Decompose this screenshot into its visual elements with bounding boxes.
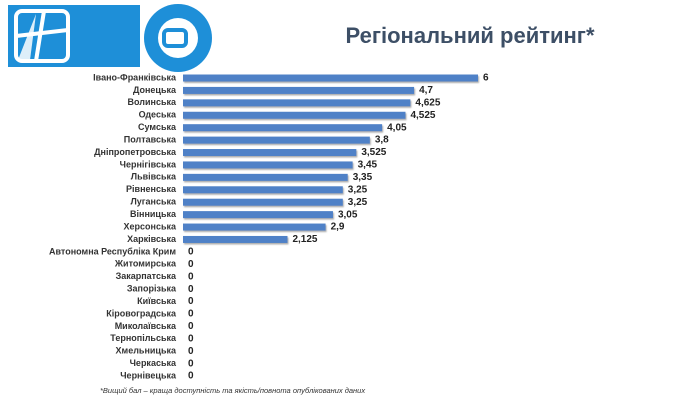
category-label: Луганська: [130, 197, 177, 207]
bar: [183, 99, 411, 107]
value-label: 3,25: [348, 184, 368, 195]
category-label: Херсонська: [124, 221, 177, 231]
bar: [183, 149, 357, 157]
category-label: Запорізька: [127, 284, 177, 294]
value-label: 0: [188, 284, 194, 295]
value-label: 3,25: [348, 197, 368, 208]
category-label: Черкаська: [130, 358, 177, 368]
value-label: 3,8: [375, 135, 389, 146]
value-label: 0: [188, 358, 194, 369]
category-label: Кіровоградська: [106, 308, 177, 318]
bar: [183, 136, 370, 144]
value-label: 0: [188, 309, 194, 320]
category-label: Рівненська: [126, 184, 177, 194]
value-label: 3,45: [358, 160, 378, 171]
bar: [183, 198, 343, 206]
value-label: 2,9: [331, 222, 345, 233]
category-label: Харківська: [127, 234, 177, 244]
category-label: Київська: [137, 296, 177, 306]
category-label: Тернопільська: [110, 333, 177, 343]
bar: [183, 186, 343, 194]
category-label: Львівська: [131, 172, 177, 182]
value-label: 3,525: [361, 147, 386, 158]
footnote: *Вищий бал – краща доступність та якість…: [100, 386, 365, 395]
value-label: 0: [188, 321, 194, 332]
category-label: Закарпатська: [116, 271, 177, 281]
value-label: 4,525: [410, 110, 435, 121]
category-label: Полтавська: [124, 134, 177, 144]
category-label: Автономна Республіка Крим: [49, 246, 176, 256]
category-label: Хмельницька: [116, 346, 177, 356]
logo: [8, 4, 212, 72]
category-label: Івано-Франківська: [93, 72, 177, 82]
value-label: 0: [188, 371, 194, 382]
category-label: Одеська: [139, 110, 177, 120]
bar: [183, 74, 478, 82]
bar: [183, 223, 326, 231]
bar: [183, 211, 333, 219]
chart-title: Регіональний рейтинг*: [345, 23, 594, 48]
category-label: Дніпропетровська: [94, 147, 177, 157]
value-label: 0: [188, 259, 194, 270]
bar: [183, 124, 383, 132]
bar: [183, 173, 348, 181]
bar: [183, 235, 288, 243]
category-label: Сумська: [138, 122, 177, 132]
value-label: 4,7: [419, 85, 433, 96]
bar: [183, 111, 406, 119]
value-label: 2,125: [292, 234, 317, 245]
value-label: 0: [188, 296, 194, 307]
bar: [183, 86, 415, 94]
value-label: 3,35: [353, 172, 373, 183]
category-label: Волинська: [127, 97, 177, 107]
value-label: 4,05: [387, 122, 407, 133]
bar: [183, 161, 353, 169]
value-label: 0: [188, 333, 194, 344]
category-label: Донецька: [133, 85, 177, 95]
value-label: 6: [483, 73, 489, 84]
category-label: Чернігівська: [120, 159, 177, 169]
value-label: 0: [188, 271, 194, 282]
value-label: 0: [188, 346, 194, 357]
category-label: Житомирська: [114, 259, 177, 269]
category-label: Вінницька: [130, 209, 177, 219]
value-label: 3,05: [338, 209, 358, 220]
value-label: 4,625: [415, 97, 440, 108]
category-label: Чернівецька: [120, 370, 177, 380]
category-label: Миколаївська: [115, 321, 177, 331]
value-label: 0: [188, 247, 194, 258]
